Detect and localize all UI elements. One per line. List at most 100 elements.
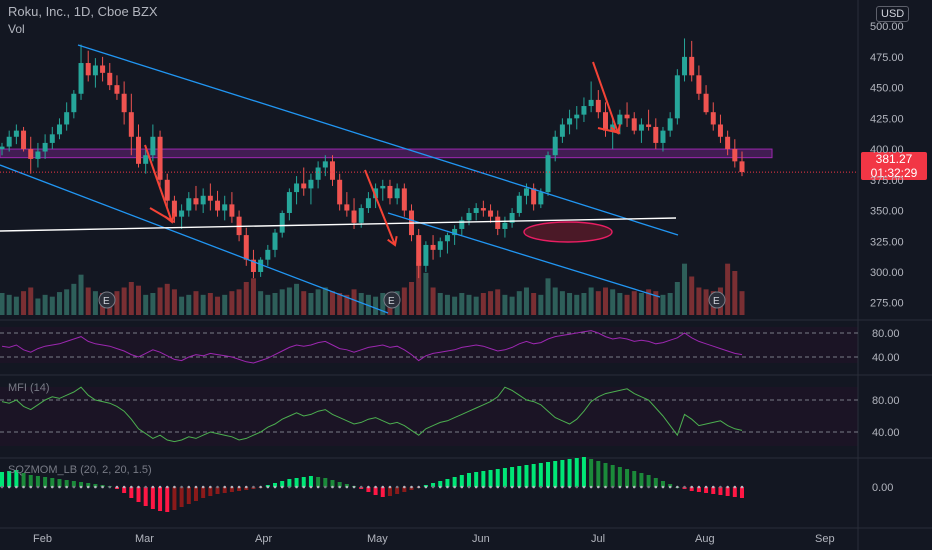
squeeze-dot xyxy=(453,485,456,489)
candle-body xyxy=(509,212,515,223)
candle-body xyxy=(732,149,738,162)
candle-body xyxy=(186,198,192,211)
squeeze-dot xyxy=(331,485,334,489)
rsi-band xyxy=(0,327,858,363)
momentum-bar xyxy=(409,487,414,490)
mfi-tick-label: 80.00 xyxy=(872,395,900,407)
volume-bar xyxy=(588,287,594,315)
volume-bar xyxy=(624,294,630,315)
candle-body xyxy=(710,112,716,125)
candle-body xyxy=(28,149,34,159)
squeeze-dot xyxy=(252,485,255,489)
squeeze-dot xyxy=(180,485,183,489)
squeeze-dot xyxy=(295,485,298,489)
volume-bar xyxy=(423,272,429,315)
volume-bar xyxy=(71,283,77,315)
volume-bar xyxy=(516,291,522,315)
squeeze-dot xyxy=(726,485,729,489)
momentum-bar xyxy=(0,472,4,487)
momentum-bar xyxy=(229,487,234,492)
candle-body xyxy=(128,112,134,137)
momentum-bar xyxy=(294,478,299,487)
volume-bar xyxy=(337,293,343,315)
month-label: Jul xyxy=(591,533,605,545)
momentum-bar xyxy=(466,473,471,487)
bar-countdown: 01:32:29 xyxy=(870,166,918,180)
momentum-bar xyxy=(481,471,486,487)
candle-body xyxy=(689,56,695,76)
candle-body xyxy=(523,188,529,196)
highlight-ellipse xyxy=(523,221,613,243)
squeeze-dot xyxy=(381,485,385,489)
candle-body xyxy=(229,204,235,217)
candle-body xyxy=(480,208,486,211)
squeeze-dot xyxy=(280,485,284,489)
squeeze-dot xyxy=(532,485,535,489)
volume-bar xyxy=(250,278,256,315)
momentum-bar xyxy=(589,459,594,487)
squeeze-dot xyxy=(158,485,162,489)
volume-bar xyxy=(301,291,307,315)
candle-body xyxy=(538,192,544,205)
volume-bar xyxy=(732,271,738,315)
squeeze-dot xyxy=(115,485,119,489)
volume-bar xyxy=(653,291,659,315)
currency-button[interactable]: USD xyxy=(876,6,910,22)
momentum-bar xyxy=(438,481,443,487)
volume-bar xyxy=(581,293,587,315)
squeeze-dot xyxy=(611,485,614,489)
candle-body xyxy=(574,114,580,119)
volume-bar xyxy=(85,287,91,315)
squeeze-dot xyxy=(403,485,406,489)
squeeze-dot xyxy=(460,485,464,489)
candle-body xyxy=(92,65,98,76)
price-tick-label: 425.00 xyxy=(870,113,904,125)
momentum-bar xyxy=(43,477,48,487)
volume-bar xyxy=(294,283,300,315)
volume-bar xyxy=(610,289,616,315)
candle-body xyxy=(337,179,343,205)
volume-bar xyxy=(128,282,134,315)
candle-body xyxy=(459,220,465,229)
momentum-bar xyxy=(79,482,84,487)
candle-body xyxy=(136,136,142,164)
squeeze-dot xyxy=(144,485,147,489)
candle-body xyxy=(430,244,436,250)
volume-bar xyxy=(258,291,264,315)
squeeze-dot xyxy=(15,485,18,489)
volume-bar xyxy=(35,298,41,315)
squeeze-dot xyxy=(410,485,413,489)
candle-body xyxy=(380,185,386,189)
volume-bar xyxy=(437,293,443,315)
squeeze-dot xyxy=(489,485,492,489)
squeeze-dot xyxy=(43,485,47,489)
candle-body xyxy=(258,259,264,272)
squeeze-dot xyxy=(266,485,270,489)
last-price-badge: 381.27 01:32:29 xyxy=(861,152,927,180)
squeeze-dot xyxy=(517,485,521,489)
candle-body xyxy=(437,241,443,250)
candle-body xyxy=(466,212,472,221)
earnings-letter: E xyxy=(103,296,110,307)
volume-bar xyxy=(696,287,702,315)
squeeze-dot xyxy=(424,485,428,489)
volume-bar xyxy=(286,287,292,315)
squeeze-dot xyxy=(525,485,528,489)
volume-bar xyxy=(229,291,235,315)
mfi-tick-label: 40.00 xyxy=(872,427,900,439)
squeeze-dot xyxy=(438,485,442,489)
volume-bar xyxy=(114,291,120,315)
squeeze-dot xyxy=(324,485,327,489)
volume-bar xyxy=(186,294,192,315)
volume-bar xyxy=(179,296,185,315)
squeeze-dot xyxy=(72,485,76,489)
volume-bar xyxy=(523,287,529,315)
volume-bar xyxy=(488,291,494,315)
momentum-bar xyxy=(280,481,285,487)
candle-body xyxy=(588,99,594,107)
volume-bar xyxy=(344,294,350,315)
volume-bar xyxy=(42,294,48,315)
squeeze-dot xyxy=(230,485,234,489)
squeeze-dot xyxy=(388,485,392,489)
